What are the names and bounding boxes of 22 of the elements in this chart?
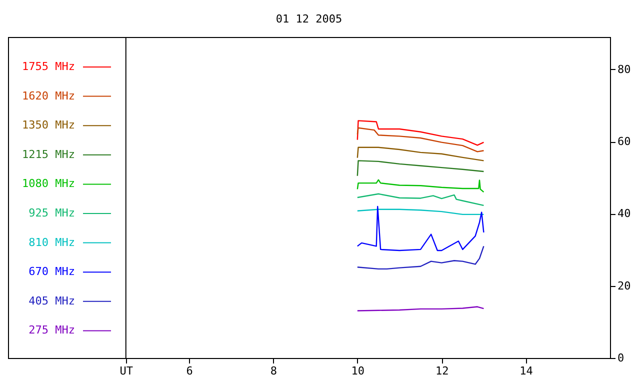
legend-label: 1620 MHz: [22, 89, 75, 102]
legend-label: 275 MHz: [28, 324, 75, 337]
legend-label: 1350 MHz: [22, 118, 75, 132]
y-tick-label: 0: [618, 352, 624, 364]
y-tick-label: 40: [618, 207, 631, 220]
x-tick-label: 6: [186, 364, 193, 378]
y-tick-label: 80: [618, 62, 631, 76]
x-tick-label: UT: [120, 364, 134, 378]
legend-label: 1755 MHz: [22, 60, 75, 73]
legend-label: 1080 MHz: [22, 177, 75, 190]
y-tick-label: 60: [618, 135, 631, 148]
legend-label: 670 MHz: [28, 265, 75, 278]
legend-label: 1215 MHz: [22, 148, 75, 161]
x-tick-label: 8: [270, 364, 278, 378]
legend-label: 810 MHz: [28, 236, 75, 249]
legend-label: 405 MHz: [28, 294, 75, 308]
x-tick-label: 12: [435, 364, 449, 378]
x-tick-label: 14: [520, 364, 534, 378]
legend-label: 925 MHz: [28, 206, 75, 220]
x-tick-label: 10: [351, 364, 365, 378]
y-tick-label: 20: [618, 279, 631, 292]
chart-title: 01 12 2005: [276, 12, 342, 26]
